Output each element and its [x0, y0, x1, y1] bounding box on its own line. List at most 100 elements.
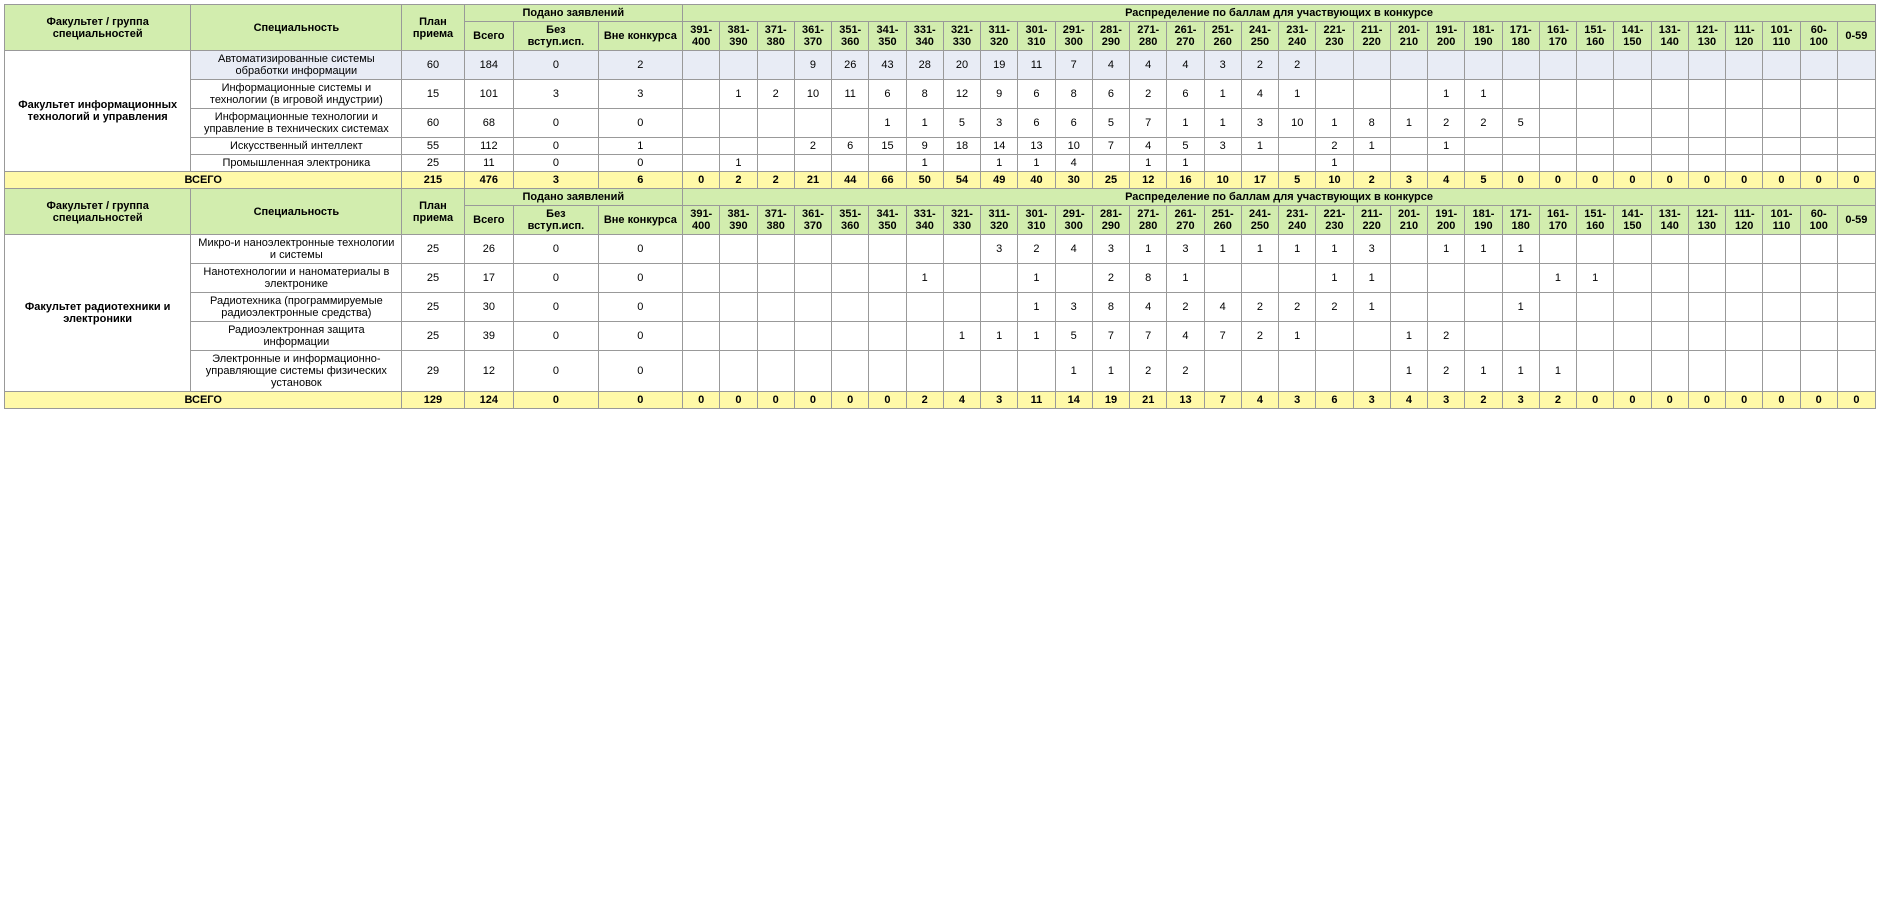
header-score-18: 211-220	[1353, 22, 1390, 51]
outcomp-cell: 0	[598, 293, 682, 322]
total-cell: 26	[464, 235, 514, 264]
header-score-4: 351-360	[832, 206, 869, 235]
score-cell	[1726, 351, 1763, 392]
score-cell: 18	[943, 138, 980, 155]
table-row: Электронные и информационно-управляющие …	[5, 351, 1876, 392]
score-cell	[1428, 293, 1465, 322]
score-cell	[1428, 155, 1465, 172]
score-cell	[1539, 109, 1576, 138]
header-score-24: 151-160	[1577, 22, 1614, 51]
score-cell: 1	[1465, 80, 1502, 109]
header-outcomp: Вне конкурса	[598, 206, 682, 235]
score-cell	[1241, 155, 1278, 172]
score-cell: 4	[1204, 293, 1241, 322]
score-cell	[1539, 51, 1576, 80]
header-total: Всего	[464, 22, 514, 51]
score-cell	[1800, 138, 1837, 155]
score-cell	[1800, 264, 1837, 293]
score-cell	[1688, 155, 1725, 172]
score-cell	[1763, 80, 1800, 109]
score-cell	[757, 155, 794, 172]
total-cell: 68	[464, 109, 514, 138]
header-score-8: 311-320	[981, 206, 1018, 235]
header-score-6: 331-340	[906, 22, 943, 51]
score-cell: 1	[1092, 351, 1129, 392]
score-cell	[1390, 155, 1427, 172]
totals-score: 2	[720, 172, 757, 189]
score-cell	[1279, 138, 1316, 155]
score-cell: 6	[1018, 109, 1055, 138]
header-score-10: 291-300	[1055, 22, 1092, 51]
header-score-11: 281-290	[1092, 22, 1129, 51]
score-cell	[943, 155, 980, 172]
score-cell	[1837, 322, 1875, 351]
header-plan: План приема	[402, 5, 464, 51]
score-cell	[1390, 235, 1427, 264]
noexam-cell: 0	[514, 264, 598, 293]
table-row: Промышленная электроника25110011114111	[5, 155, 1876, 172]
score-cell: 6	[832, 138, 869, 155]
score-cell: 2	[1316, 138, 1353, 155]
score-cell: 3	[1204, 51, 1241, 80]
score-cell	[981, 264, 1018, 293]
score-cell	[683, 235, 720, 264]
totals-noexam: 0	[514, 392, 598, 409]
score-cell: 1	[1502, 235, 1539, 264]
score-cell: 2	[1092, 264, 1129, 293]
score-cell	[1279, 155, 1316, 172]
noexam-cell: 0	[514, 293, 598, 322]
score-cell: 1	[1353, 293, 1390, 322]
totals-score: 2	[1539, 392, 1576, 409]
totals-score: 16	[1167, 172, 1204, 189]
outcomp-cell: 0	[598, 322, 682, 351]
score-cell: 3	[1055, 293, 1092, 322]
total-label: ВСЕГО	[5, 392, 402, 409]
score-cell: 2	[1130, 80, 1167, 109]
score-cell: 1	[1018, 155, 1055, 172]
totals-score: 0	[1614, 392, 1651, 409]
header-applications: Подано заявлений	[464, 189, 683, 206]
header-score-3: 361-370	[794, 22, 831, 51]
score-cell: 10	[1279, 109, 1316, 138]
totals-score: 10	[1316, 172, 1353, 189]
score-cell: 5	[1167, 138, 1204, 155]
score-cell	[1502, 322, 1539, 351]
score-cell	[794, 235, 831, 264]
score-cell	[757, 293, 794, 322]
score-cell	[943, 264, 980, 293]
score-cell	[1390, 51, 1427, 80]
header-score-31: 0-59	[1837, 206, 1875, 235]
score-cell	[1577, 138, 1614, 155]
spec-cell: Электронные и информационно-управляющие …	[191, 351, 402, 392]
score-cell	[1279, 351, 1316, 392]
header-score-1: 381-390	[720, 22, 757, 51]
score-cell	[757, 109, 794, 138]
header-score-21: 181-190	[1465, 206, 1502, 235]
score-cell: 14	[981, 138, 1018, 155]
score-cell	[1614, 264, 1651, 293]
plan-cell: 29	[402, 351, 464, 392]
noexam-cell: 0	[514, 322, 598, 351]
score-cell: 1	[1055, 351, 1092, 392]
header-score-30: 60-100	[1800, 206, 1837, 235]
score-cell	[720, 51, 757, 80]
score-cell	[1390, 80, 1427, 109]
score-cell	[832, 155, 869, 172]
score-cell	[869, 351, 906, 392]
totals-score: 4	[1428, 172, 1465, 189]
header-score-15: 241-250	[1241, 206, 1278, 235]
noexam-cell: 0	[514, 138, 598, 155]
score-cell	[1800, 51, 1837, 80]
score-cell	[1390, 138, 1427, 155]
score-cell	[1018, 351, 1055, 392]
score-cell: 4	[1130, 138, 1167, 155]
score-cell: 26	[832, 51, 869, 80]
score-cell: 7	[1130, 322, 1167, 351]
score-cell	[869, 155, 906, 172]
score-cell	[1688, 80, 1725, 109]
header-noexam: Без вступ.исп.	[514, 22, 598, 51]
header-score-17: 221-230	[1316, 22, 1353, 51]
score-cell	[794, 322, 831, 351]
score-cell: 8	[1353, 109, 1390, 138]
totals-score: 0	[720, 392, 757, 409]
